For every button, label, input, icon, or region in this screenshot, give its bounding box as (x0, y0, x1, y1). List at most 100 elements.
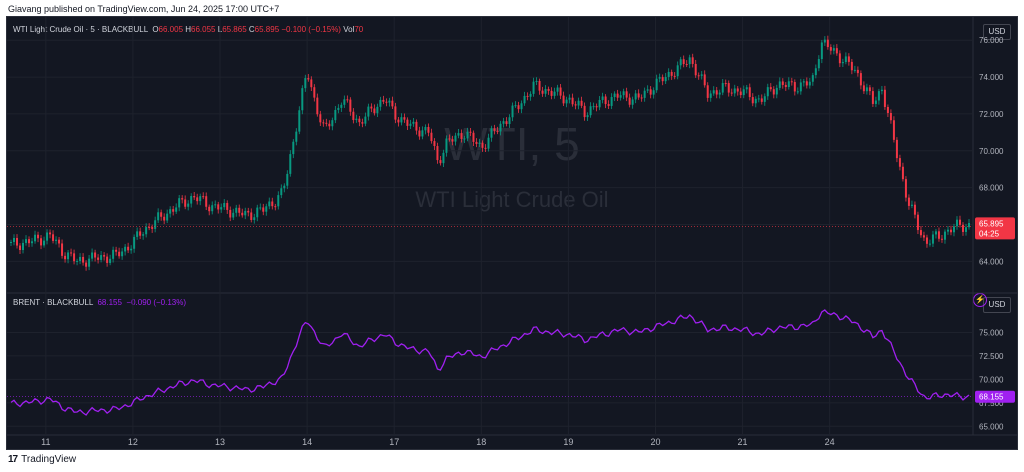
wti-candle-body (37, 234, 40, 239)
wti-candle-body (565, 99, 568, 104)
wti-candle-body (136, 231, 139, 237)
wti-candle-body (100, 255, 103, 260)
wti-candle-body (532, 81, 535, 94)
wti-candle-body (874, 100, 877, 104)
wti-countdown-label: 04:25 (979, 229, 1000, 238)
wti-candle-body (484, 147, 487, 149)
wti-candle-body (217, 204, 220, 210)
wti-candle-body (82, 256, 85, 263)
wti-candle-body (205, 196, 208, 207)
wti-candle-body (640, 97, 643, 99)
wti-candle-body (232, 212, 235, 218)
wti-candle-body (673, 75, 676, 77)
wti-candle-body (643, 90, 646, 98)
wti-candle-body (67, 252, 70, 260)
wti-candle-body (349, 99, 352, 112)
wti-candle-body (58, 239, 61, 244)
wti-change: −0.100 (−0.15%) (281, 25, 341, 34)
wti-candle-body (721, 83, 724, 93)
wti-candle-body (370, 106, 373, 109)
wti-candle-body (715, 90, 718, 95)
wti-candle-body (157, 212, 160, 221)
wti-candle-body (346, 99, 349, 101)
wti-candle-body (544, 88, 547, 94)
wti-candle-body (619, 95, 622, 98)
wti-candle-body (10, 242, 12, 244)
wti-candle-body (496, 130, 499, 132)
wti-candle-body (649, 89, 652, 95)
time-tick: 18 (476, 437, 486, 447)
wti-watermark-subtitle: WTI Light Crude Oil (415, 187, 609, 212)
brent-price-tick: 65.000 (979, 422, 1004, 431)
wti-candle-body (790, 81, 793, 83)
time-tick: 11 (41, 437, 50, 447)
wti-candle-body (238, 207, 241, 213)
wti-candle-body (64, 255, 67, 260)
wti-price-badge (975, 217, 1015, 240)
wti-candle-body (724, 83, 727, 85)
wti-candle-body (595, 106, 598, 108)
wti-candle-body (580, 100, 583, 106)
wti-candle-body (181, 198, 184, 200)
wti-price-tick: 76.000 (979, 36, 1004, 45)
wti-candle-body (907, 197, 910, 206)
wti-candle-body (610, 97, 613, 106)
wti-candle-body (781, 81, 784, 85)
wti-candle-body (91, 252, 94, 259)
wti-candle-body (277, 195, 280, 207)
wti-candle-body (598, 99, 601, 108)
wti-candle-body (184, 199, 187, 207)
wti-candle-body (211, 205, 214, 212)
wti-candle-body (787, 81, 790, 88)
wti-candle-body (244, 210, 247, 216)
wti-candle-body (913, 204, 916, 215)
wti-candle-body (757, 98, 760, 100)
wti-candle-body (826, 39, 829, 48)
chart-svg[interactable]: 64.00066.00068.00070.00072.00074.00076.0… (7, 17, 1017, 449)
brent-currency-button[interactable]: USD (983, 297, 1011, 313)
time-axis: 11 12 13 14 17 18 19 20 21 24 (41, 437, 834, 447)
wti-candle-body (838, 53, 841, 64)
footer: 17 TradingView (8, 454, 76, 465)
wti-candle-body (406, 119, 409, 126)
wti-candle-body (577, 100, 580, 106)
wti-candle-body (571, 97, 574, 105)
wti-candle-body (835, 48, 838, 54)
wti-candle-body (739, 91, 742, 96)
wti-candle-body (502, 121, 505, 124)
wti-candle-body (286, 173, 289, 186)
wti-candle-body (862, 85, 865, 92)
wti-candle-body (223, 203, 226, 208)
wti-candle-body (928, 243, 931, 245)
brent-price-label: 68.155 (979, 393, 1004, 402)
time-tick: 12 (128, 437, 138, 447)
wti-candle-body (22, 242, 25, 251)
wti-price-tick: 68.000 (979, 184, 1004, 193)
wti-candle-body (805, 81, 808, 86)
wti-currency-button[interactable]: USD (983, 24, 1011, 40)
wti-candle-body (55, 239, 58, 241)
wti-candle-body (289, 154, 292, 174)
wti-candle-body (676, 65, 679, 77)
wti-candle-body (331, 120, 334, 127)
wti-legend: WTI Light Crude Oil · 5 · BLACKBULL O66.… (13, 25, 363, 34)
wti-candle-body (688, 57, 691, 65)
wti-candle-body (436, 146, 439, 161)
wti-candle-body (25, 239, 28, 243)
wti-candle-body (550, 90, 553, 96)
wti-candle-body (763, 96, 766, 102)
wti-candle-body (646, 89, 649, 91)
wti-candle-body (622, 91, 625, 96)
wti-candle-body (964, 227, 967, 232)
chart-frame[interactable]: WTI Light Crude Oil · 5 · BLACKBULL O66.… (6, 16, 1018, 450)
wti-candle-body (589, 106, 592, 116)
wti-candle-body (865, 87, 868, 92)
wti-candle-body (274, 206, 277, 208)
wti-candle-body (295, 131, 298, 142)
wti-candle-body (235, 207, 238, 213)
wti-candle-body (520, 103, 523, 110)
wti-candle-body (700, 74, 703, 76)
wti-candle-body (337, 107, 340, 110)
wti-candle-body (409, 123, 412, 126)
wti-candle-body (811, 75, 814, 82)
